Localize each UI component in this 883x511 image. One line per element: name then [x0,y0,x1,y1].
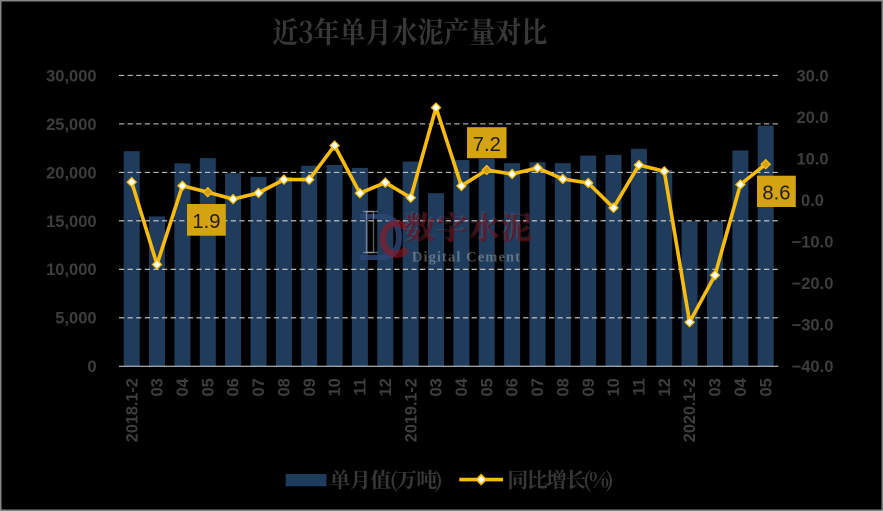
svg-text:Digital Cement: Digital Cement [412,250,521,266]
svg-text:2020.1-2: 2020.1-2 [681,378,699,442]
svg-text:03: 03 [149,378,167,396]
svg-text:7.2: 7.2 [473,134,501,156]
svg-text:12: 12 [656,378,674,396]
svg-text:08: 08 [554,378,572,396]
svg-text:04: 04 [174,377,192,396]
svg-text:09: 09 [301,378,319,396]
svg-text:04: 04 [732,377,750,396]
svg-text:20.0: 20.0 [796,109,828,127]
svg-text:30,000: 30,000 [46,67,96,85]
svg-text:11: 11 [352,378,370,395]
svg-text:1.9: 1.9 [192,211,220,233]
svg-text:05: 05 [199,378,217,396]
svg-text:05: 05 [757,378,775,396]
svg-text:04: 04 [453,377,471,396]
svg-text:10: 10 [326,378,344,396]
svg-text:0: 0 [87,358,96,376]
svg-text:05: 05 [478,378,496,396]
svg-text:−30.0: −30.0 [792,317,834,335]
svg-text:06: 06 [225,378,243,396]
svg-text:12: 12 [377,378,395,396]
svg-text:06: 06 [504,378,522,396]
svg-text:20,000: 20,000 [46,164,96,182]
svg-text:15,000: 15,000 [46,213,96,231]
svg-text:10,000: 10,000 [46,261,96,279]
svg-text:09: 09 [580,378,598,396]
svg-text:07: 07 [529,378,547,396]
svg-text:−40.0: −40.0 [792,358,834,376]
svg-text:07: 07 [250,378,268,396]
svg-text:10: 10 [605,378,623,396]
svg-text:2018.1-2: 2018.1-2 [123,378,141,442]
svg-text:03: 03 [428,378,446,396]
svg-text:−10.0: −10.0 [792,234,834,252]
svg-text:25,000: 25,000 [46,116,96,134]
svg-text:−20.0: −20.0 [792,275,834,293]
svg-text:8.6: 8.6 [762,183,790,205]
svg-text:08: 08 [276,378,294,396]
svg-text:2019.1-2: 2019.1-2 [402,378,420,442]
svg-text:03: 03 [707,378,725,396]
svg-text:11: 11 [631,378,649,395]
svg-text:0.0: 0.0 [801,192,824,210]
svg-text:10.0: 10.0 [796,150,828,168]
svg-text:30.0: 30.0 [796,67,828,85]
svg-text:5,000: 5,000 [55,310,96,328]
